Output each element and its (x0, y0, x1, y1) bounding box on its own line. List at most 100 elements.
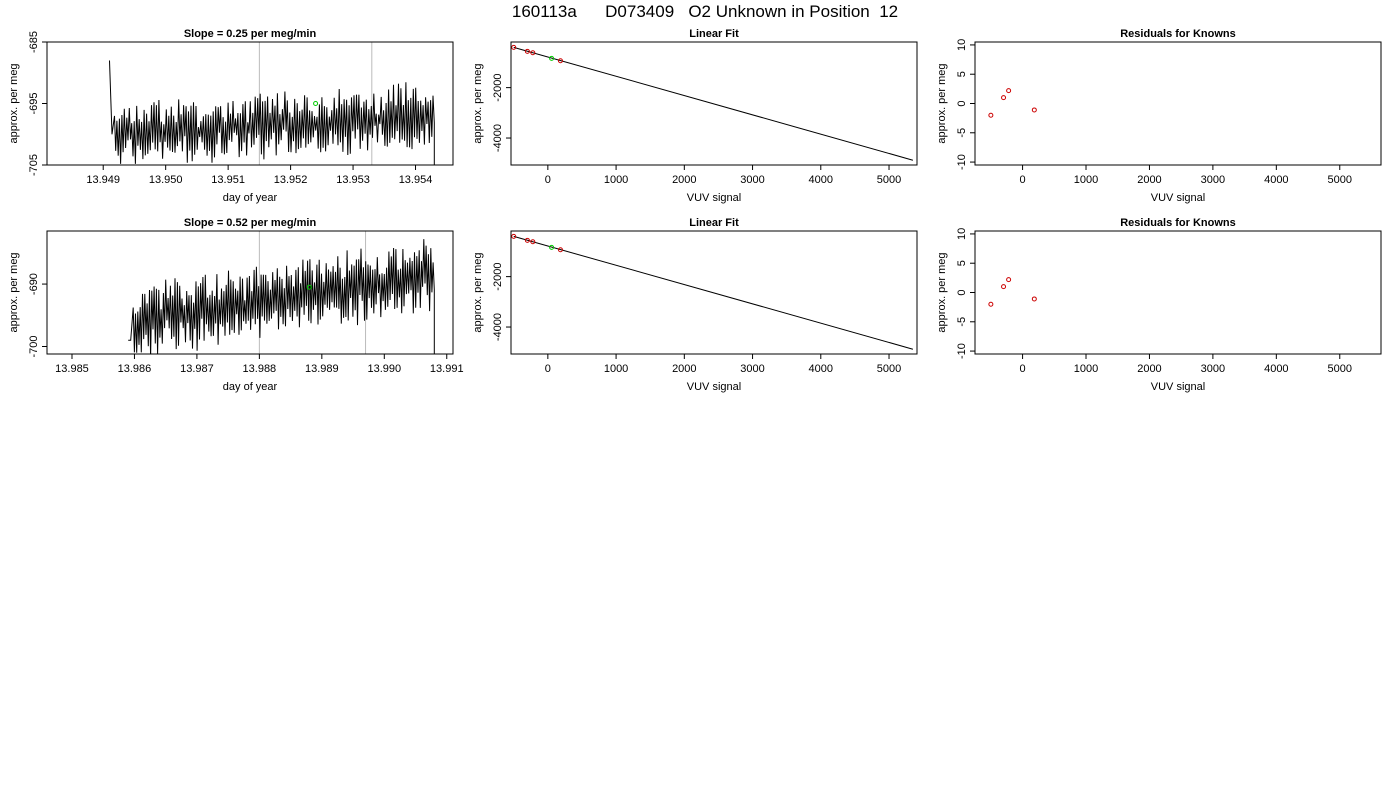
panel-title: Residuals for Knowns (1120, 217, 1236, 229)
x-tick-label: 2000 (1137, 174, 1161, 186)
known-point (988, 112, 994, 118)
y-axis-label: approx. per meg (936, 252, 948, 332)
x-tick-label: 13.950 (149, 174, 183, 186)
plot-frame (46, 230, 454, 355)
chart-residuals-upper: Residuals for Knowns 0 1000 2000 3000 4000 500… (936, 28, 1382, 204)
x-tick-label: 4000 (809, 363, 833, 375)
x-axis-label: day of year (223, 192, 278, 204)
y-tick-label: 0 (956, 100, 968, 106)
chart-linear-fit-upper: Linear Fit 0 1000 2000 3000 4000 5000 VUV signa… (472, 28, 918, 204)
x-tick-label: 0 (545, 363, 551, 375)
plot-area (109, 42, 435, 165)
x-tick-label: 5000 (877, 174, 901, 186)
x-tick-label: 13.954 (399, 174, 433, 186)
fit-line (513, 235, 914, 350)
y-tick-label: -695 (28, 92, 40, 114)
y-tick-label: 10 (956, 228, 968, 240)
y-tick-label: 5 (956, 260, 968, 266)
x-tick-label: 0 (1020, 174, 1026, 186)
data-series-line (128, 239, 435, 354)
y-axis-label: approx. per meg (8, 252, 20, 332)
known-point (988, 301, 994, 307)
x-tick-label: 13.951 (211, 174, 245, 186)
x-axis-label: VUV signal (687, 192, 741, 204)
fit-line (513, 46, 914, 161)
y-tick-label: -690 (28, 273, 40, 295)
x-tick-label: 1000 (1074, 174, 1098, 186)
x-tick-label: 13.949 (86, 174, 120, 186)
x-tick-label: 13.988 (243, 363, 277, 375)
x-tick-label: 2000 (672, 174, 696, 186)
known-point (511, 44, 517, 50)
y-tick-label: -700 (28, 335, 40, 357)
x-tick-label: 13.990 (367, 363, 401, 375)
known-point (524, 237, 530, 243)
panel-title: Linear Fit (689, 217, 739, 229)
panel-title: Slope = 0.52 per meg/min (184, 217, 317, 229)
known-point (1031, 296, 1037, 302)
y-tick-label: -705 (28, 154, 40, 176)
x-tick-label: 4000 (1264, 174, 1288, 186)
x-tick-label: 13.985 (55, 363, 89, 375)
y-tick-label: -5 (956, 317, 968, 327)
y-tick-label: -685 (28, 31, 40, 53)
plot-area (511, 233, 914, 350)
x-axis-label: VUV signal (1151, 381, 1205, 393)
x-tick-label: 4000 (1264, 363, 1288, 375)
panel-title: Slope = 0.25 per meg/min (184, 28, 317, 40)
y-tick-label: 10 (956, 39, 968, 51)
y-tick-label: -5 (956, 128, 968, 138)
x-tick-label: 2000 (1137, 363, 1161, 375)
known-point (511, 233, 517, 239)
x-tick-label: 13.989 (305, 363, 339, 375)
y-tick-label: 0 (956, 289, 968, 295)
plot-frame (510, 230, 918, 355)
data-series-line (109, 60, 435, 165)
y-tick-label: -2000 (492, 74, 504, 102)
y-axis-label: approx. per meg (472, 252, 484, 332)
x-tick-label: 3000 (740, 363, 764, 375)
known-point (530, 50, 536, 56)
known-point (1001, 284, 1007, 290)
known-point (557, 247, 563, 253)
x-tick-label: 2000 (672, 363, 696, 375)
panel-title: Linear Fit (689, 28, 739, 40)
y-tick-label: -10 (956, 154, 968, 170)
plot-frame (974, 230, 1382, 355)
y-axis-label: approx. per meg (472, 63, 484, 143)
chart-residuals-lower: Residuals for Knowns 0 1000 2000 3000 4000 500… (936, 217, 1382, 393)
x-tick-label: 5000 (1328, 363, 1352, 375)
chart-slope-lower: Slope = 0.52 per meg/min 13.985 13.986 13.9… (8, 217, 464, 393)
plot-area (511, 44, 914, 161)
y-tick-label: 5 (956, 71, 968, 77)
x-tick-label: 5000 (877, 363, 901, 375)
unknown-point (549, 55, 555, 61)
x-tick-label: 13.952 (274, 174, 308, 186)
panel-title: Residuals for Knowns (1120, 28, 1236, 40)
known-point (530, 239, 536, 245)
chart-linear-fit-lower: Linear Fit 0 1000 2000 3000 4000 5000 VUV signa… (472, 217, 918, 393)
x-tick-label: 4000 (809, 174, 833, 186)
x-axis-label: VUV signal (687, 381, 741, 393)
known-point (557, 58, 563, 64)
y-tick-label: -4000 (492, 124, 504, 152)
x-axis-label: VUV signal (1151, 192, 1205, 204)
y-tick-label: -4000 (492, 313, 504, 341)
unknown-point (549, 244, 555, 250)
known-point (1001, 95, 1007, 101)
known-point (1006, 277, 1012, 283)
y-tick-label: -10 (956, 343, 968, 359)
page-title: 160113a D073409 O2 Unknown in Position 1… (511, 2, 899, 21)
plot-area (988, 277, 1037, 307)
x-tick-label: 3000 (1201, 174, 1225, 186)
y-axis-label: approx. per meg (8, 63, 20, 143)
x-tick-label: 13.986 (118, 363, 152, 375)
known-point (524, 48, 530, 54)
x-tick-label: 13.987 (180, 363, 214, 375)
plot-area (988, 88, 1037, 118)
y-tick-label: -2000 (492, 263, 504, 291)
known-point (1031, 107, 1037, 113)
x-tick-label: 13.953 (336, 174, 370, 186)
x-tick-label: 3000 (1201, 363, 1225, 375)
x-tick-label: 0 (1020, 363, 1026, 375)
